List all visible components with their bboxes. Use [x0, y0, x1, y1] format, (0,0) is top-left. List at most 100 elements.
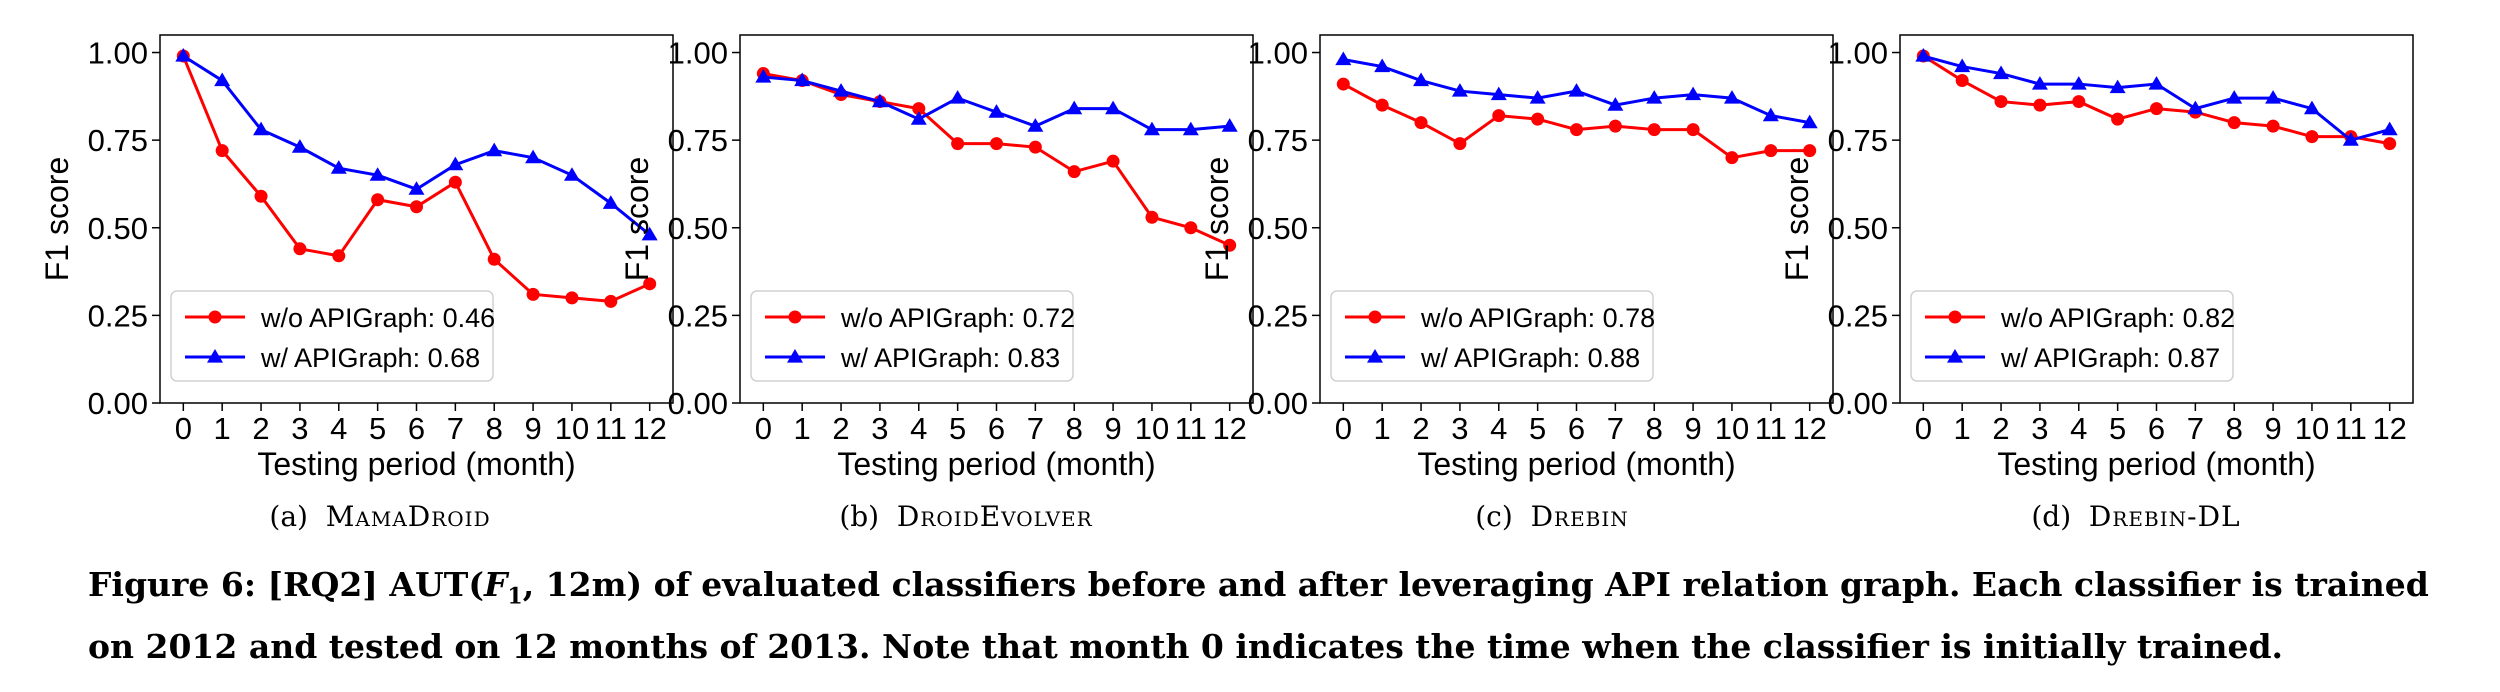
subcaption-label: (c) [1475, 500, 1531, 533]
data-point-triangle [1762, 107, 1779, 122]
caption-f-symbol: F [483, 565, 508, 604]
x-tick-label: 2 [1412, 411, 1429, 446]
x-tick-label: 3 [871, 411, 888, 446]
x-axis-label: Testing period (month) [1417, 446, 1735, 482]
x-tick-label: 8 [1646, 411, 1663, 446]
y-tick-label: 0.25 [88, 298, 148, 333]
x-tick-label: 8 [2226, 411, 2243, 446]
data-point-triangle [1143, 121, 1160, 136]
data-point-triangle [1335, 51, 1352, 66]
series-with-apigraph [1335, 51, 1818, 129]
series-with-apigraph [175, 48, 658, 241]
legend-marker-triangle [1367, 349, 1383, 363]
data-point-circle [254, 189, 268, 203]
y-tick-label: 1.00 [1248, 36, 1308, 71]
data-point-circle [1955, 74, 1969, 88]
y-tick-label: 0.25 [1248, 298, 1308, 333]
data-point-circle [1608, 119, 1622, 133]
data-point-circle [604, 294, 618, 308]
data-point-triangle [2265, 90, 2282, 104]
legend-label: w/ APIGraph: 0.87 [2000, 343, 2220, 373]
data-point-circle [2266, 119, 2280, 133]
y-tick-label: 1.00 [88, 36, 148, 71]
data-point-triangle [253, 121, 270, 136]
subcaption-classifier-name: Drebin [1530, 500, 1629, 533]
x-tick-label: 7 [1027, 411, 1044, 446]
data-point-circle [1570, 123, 1583, 137]
data-point-circle [2150, 102, 2163, 116]
charts-row: 0.00 0.25 0.50 0.75 1.00 0 1 2 3 4 5 6 7 8 9 10 11 12 Test… [39, 34, 2414, 533]
x-tick-label: 9 [524, 411, 541, 446]
data-point-circle [1647, 123, 1661, 137]
y-tick-label: 0.00 [1248, 386, 1308, 421]
data-point-circle [1184, 221, 1198, 235]
y-axis-label: F1 score [619, 157, 655, 281]
y-axis-label: F1 score [1779, 157, 1815, 281]
series-without-apigraph [1336, 77, 1817, 165]
data-point-triangle [1607, 97, 1624, 111]
y-tick-label: 0.50 [1248, 211, 1308, 246]
y-tick-label: 0.25 [1828, 298, 1888, 333]
data-point-circle [1223, 238, 1237, 252]
x-tick-label: 3 [291, 411, 308, 446]
figure-caption: Figure 6: [RQ2] AUT(F1, 12m) of evaluate… [88, 560, 2488, 671]
data-point-triangle [1027, 118, 1044, 132]
legend-marker-circle [208, 310, 222, 324]
data-point-triangle [602, 195, 619, 209]
data-point-triangle [1221, 118, 1238, 132]
x-tick-label: 12 [1792, 411, 1826, 446]
subcaption-label: (a) [269, 500, 326, 533]
x-tick-label: 6 [1568, 411, 1585, 446]
data-point-circle [332, 249, 346, 263]
legend-label: w/ APIGraph: 0.88 [1420, 343, 1640, 373]
data-point-triangle [1182, 121, 1199, 136]
caption-line-1-end: , 12m) of evaluated classifiers before a… [522, 565, 2429, 604]
data-point-triangle [369, 167, 386, 181]
data-point-triangle [2109, 79, 2126, 94]
data-point-circle [448, 175, 462, 189]
data-point-triangle [949, 90, 966, 104]
data-point-circle [643, 277, 657, 291]
data-point-circle [1067, 165, 1081, 179]
legend-marker-circle [1368, 310, 1382, 324]
caption-line-1-start: Figure 6: [RQ2] AUT( [88, 565, 484, 604]
data-point-triangle [330, 160, 347, 174]
y-tick-label: 0.50 [1828, 211, 1888, 246]
data-point-triangle [1490, 86, 1507, 101]
data-point-triangle [291, 139, 308, 153]
legend-label: w/ APIGraph: 0.83 [840, 343, 1060, 373]
x-tick-label: 5 [949, 411, 966, 446]
y-tick-label: 0.50 [88, 211, 148, 246]
subcaption-classifier-name: MamaDroid [325, 500, 491, 533]
x-tick-label: 6 [2148, 411, 2165, 446]
series-without-apigraph [176, 49, 657, 308]
y-tick-label: 1.00 [1828, 36, 1888, 71]
data-point-triangle [1529, 90, 1546, 104]
subcaption-c: (c) Drebin [1322, 500, 1782, 533]
data-point-circle [2072, 95, 2086, 109]
chart-d: 0.000.250.500.751.000 1 2 3 4 5 6 7 8 9 10 11 12Test… [1779, 34, 2414, 482]
x-tick-label: 1 [214, 411, 231, 446]
y-tick-label: 0.25 [668, 298, 728, 333]
data-point-triangle [1451, 83, 1468, 97]
subcaption-d: (d) Drebin-DL [1906, 500, 2366, 533]
y-tick-label: 0.00 [1828, 386, 1888, 421]
data-point-triangle [755, 69, 772, 83]
data-point-circle [1453, 137, 1467, 151]
data-point-circle [990, 137, 1003, 151]
data-point-circle [2227, 116, 2241, 130]
data-point-circle [1028, 140, 1042, 154]
data-point-triangle [2342, 132, 2359, 146]
plot-frame [739, 34, 1254, 404]
data-point-circle [1531, 112, 1545, 126]
data-point-circle [1803, 144, 1817, 158]
x-tick-label: 11 [595, 411, 627, 446]
data-point-triangle [794, 72, 811, 87]
y-tick-label: 0.75 [1248, 123, 1308, 158]
series-without-apigraph [1916, 49, 2397, 151]
series-line [1922, 54, 2390, 146]
legend: w/o APIGraph: 0.82 w/ APIGraph: 0.87 [1910, 290, 2235, 382]
x-tick-label: 5 [1529, 411, 1546, 446]
x-tick-label: 6 [408, 411, 425, 446]
plot-frame [159, 34, 674, 404]
